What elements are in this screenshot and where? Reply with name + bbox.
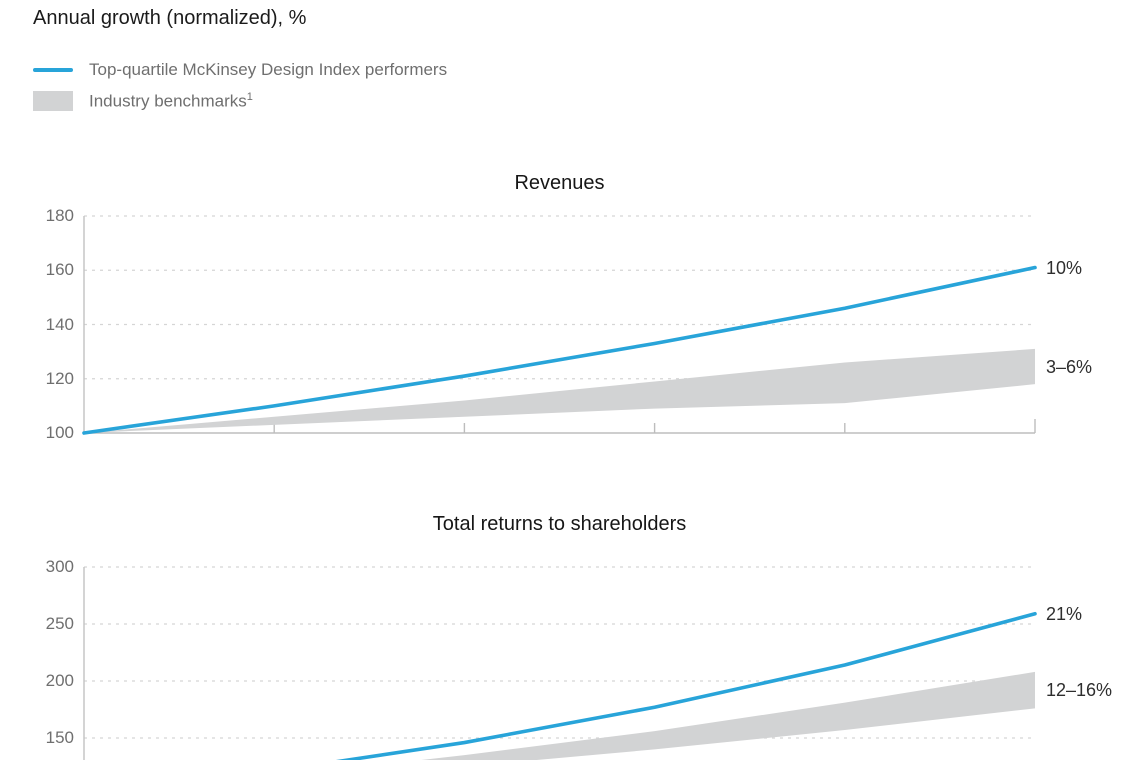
y-axis-tick-label: 300 (45, 557, 74, 576)
legend-item-band: Industry benchmarks1 (33, 90, 447, 112)
figure-title: Annual growth (normalized), % (33, 7, 307, 29)
line-series-swatch-icon (33, 68, 73, 72)
series-end-label: 21% (1046, 603, 1083, 624)
footnote-superscript: 1 (246, 90, 253, 103)
y-axis-tick-label: 200 (45, 671, 74, 690)
legend-label: Industry benchmarks1 (89, 90, 253, 111)
y-axis-tick-label: 160 (45, 260, 74, 280)
series-end-label: 3–6% (1046, 356, 1093, 377)
y-axis-tick-label: 120 (45, 368, 74, 388)
band-series-swatch-icon (33, 91, 73, 111)
legend: Top-quartile McKinsey Design Index perfo… (33, 59, 447, 121)
chart-title-revenues: Revenues (514, 172, 605, 194)
performer-line (335, 611, 1037, 760)
performer-line (82, 265, 1037, 435)
y-axis-tick-label: 180 (45, 206, 74, 225)
legend-item-line: Top-quartile McKinsey Design Index perfo… (33, 59, 447, 81)
series-end-label: 10% (1046, 257, 1083, 278)
series-end-label: 12–16% (1046, 680, 1113, 701)
y-axis-tick-label: 140 (45, 314, 74, 334)
legend-label: Top-quartile McKinsey Design Index perfo… (89, 60, 448, 79)
y-axis-tick-label: 250 (45, 614, 74, 633)
chart-title-total-returns: Total returns to shareholders (432, 513, 687, 535)
benchmark-band (84, 348, 1035, 433)
benchmark-band (421, 671, 1035, 760)
y-axis-tick-label: 150 (45, 728, 74, 747)
y-axis-tick-label: 100 (45, 423, 74, 442)
